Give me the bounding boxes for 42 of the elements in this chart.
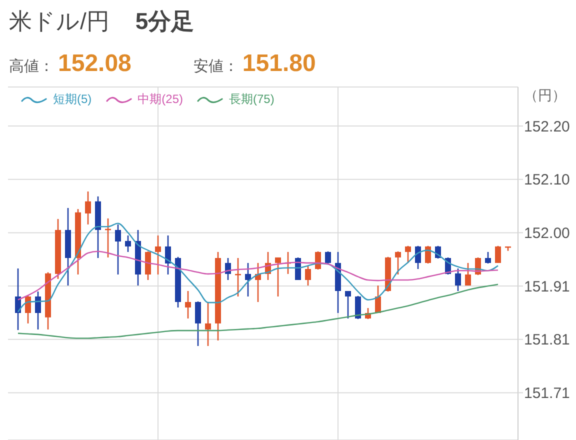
y-tick-label: 151.81 [524, 332, 570, 349]
candlestick [275, 256, 281, 298]
text: 152.08 [58, 50, 132, 78]
candlestick [165, 234, 171, 276]
candlestick [125, 234, 131, 253]
candlestick [145, 250, 151, 281]
candlestick [25, 294, 31, 324]
y-tick-label: 151.71 [524, 385, 570, 402]
candlestick [485, 251, 491, 264]
y-tick-label: 152.20 [524, 118, 570, 136]
text: 安値： [193, 57, 238, 76]
candlestick [185, 290, 191, 320]
candlestick [205, 301, 211, 347]
candlestick [325, 250, 331, 264]
candlestick [355, 295, 361, 320]
candlestick [35, 290, 41, 330]
text: 高値： [9, 57, 54, 76]
text: 151.80 [242, 50, 316, 78]
y-tick-label: 152.00 [524, 225, 570, 242]
chart-title: 米ドル/円 [9, 8, 110, 34]
chart-subtitle: 5分足 [135, 8, 194, 34]
legend-label: 長期(75) [229, 91, 274, 108]
candlestick [345, 290, 351, 320]
candlestick [455, 268, 461, 292]
candlestick [465, 262, 471, 286]
candlestick [85, 190, 91, 226]
candlestick [155, 234, 161, 276]
candlestick [305, 265, 311, 286]
candlestick [245, 262, 251, 298]
candlestick [425, 245, 431, 264]
candlestick [115, 224, 121, 276]
y-axis-title: （円） [524, 87, 566, 103]
candlestick [405, 245, 411, 264]
candlestick [495, 245, 501, 264]
y-tick-label: 151.91 [524, 278, 570, 296]
candlestick [415, 245, 421, 270]
line-series [17, 284, 499, 339]
candlestick [195, 300, 201, 347]
legend-label: 中期(25) [138, 91, 184, 108]
legend-label: 短期(5) [53, 91, 92, 108]
candlestick [395, 250, 401, 276]
y-tick-label: 152.10 [524, 172, 570, 189]
